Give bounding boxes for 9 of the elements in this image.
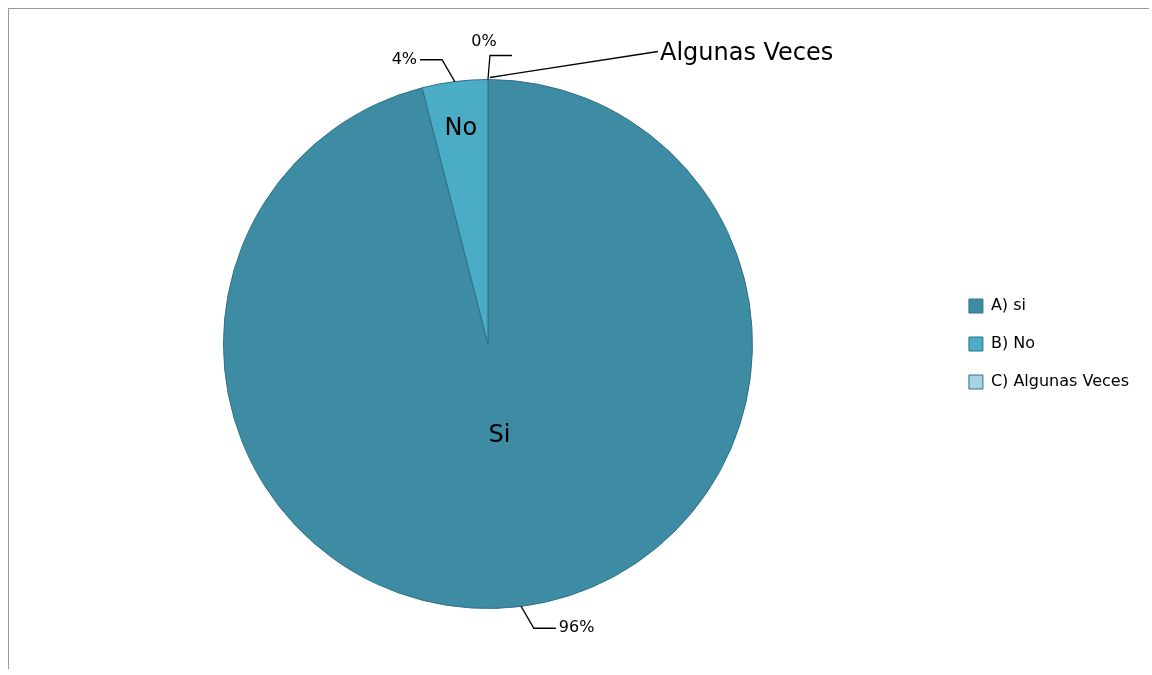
legend-label: C) Algunas Veces: [990, 371, 1129, 391]
data-label: 4%: [391, 48, 418, 68]
legend-label: B) No: [990, 333, 1035, 353]
text: 0%: [471, 30, 497, 50]
data-label: 96%: [558, 617, 595, 637]
legend-label: A) si: [990, 295, 1026, 315]
text: Si: [488, 420, 511, 449]
text: Algunas Veces: [659, 37, 834, 66]
text: No: [444, 113, 478, 142]
